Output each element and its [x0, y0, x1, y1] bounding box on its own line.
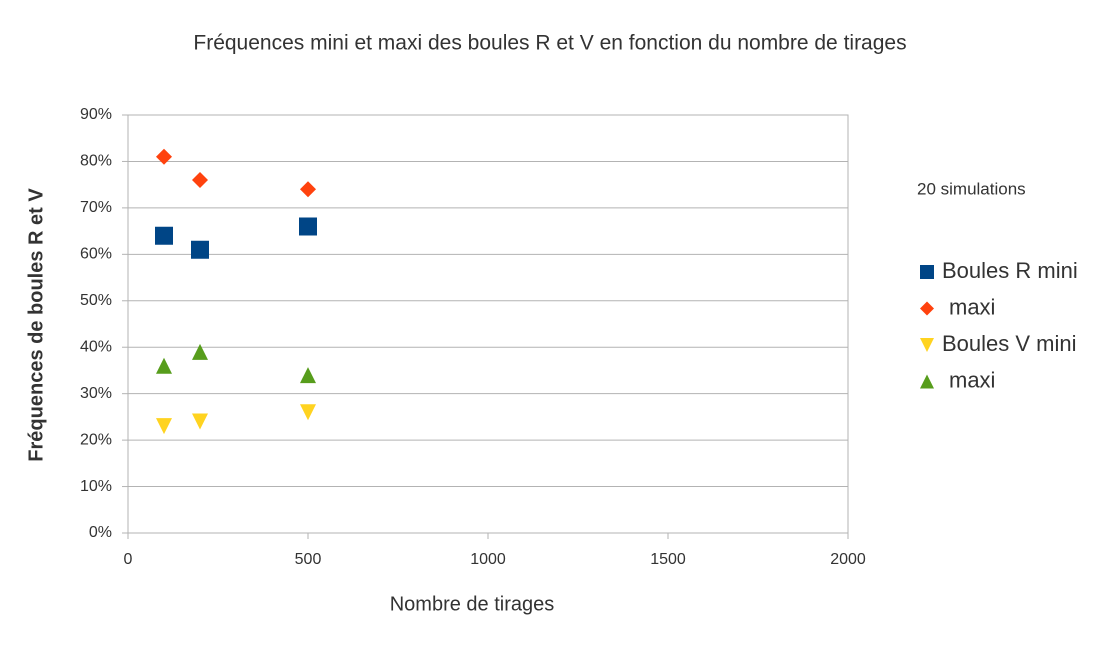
legend-marker	[920, 374, 934, 389]
legend-marker	[920, 301, 934, 316]
y-axis-label: Fréquences de boules R et V	[25, 188, 47, 462]
y-tick-label: 60%	[80, 246, 112, 263]
x-tick-label: 1000	[470, 551, 506, 568]
point	[192, 172, 208, 189]
y-tick-label: 80%	[80, 153, 112, 170]
point	[299, 217, 317, 236]
y-tick-label: 30%	[80, 385, 112, 402]
y-tick-label: 70%	[80, 199, 112, 216]
x-axis-label: Nombre de tirages	[390, 593, 555, 615]
point	[300, 367, 316, 384]
y-tick-label: 10%	[80, 478, 112, 495]
legend-marker	[920, 265, 934, 279]
plot-border	[127, 114, 849, 534]
legend-label: maxi	[949, 367, 995, 392]
y-tick-label: 20%	[80, 431, 112, 448]
y-tick-label: 40%	[80, 338, 112, 355]
y-tick-label: 90%	[80, 106, 112, 123]
y-tick-label: 50%	[80, 292, 112, 309]
point	[191, 240, 209, 259]
point	[155, 226, 173, 245]
point	[156, 148, 172, 165]
point	[300, 181, 316, 198]
chart-title: Fréquences mini et maxi des boules R et …	[193, 32, 906, 55]
y-tick-label: 0%	[89, 524, 112, 541]
legend-label: Boules V mini	[942, 331, 1077, 356]
x-tick-label: 500	[295, 551, 322, 568]
legend-marker	[920, 338, 934, 352]
point	[156, 357, 172, 374]
legend-label: Boules R mini	[942, 258, 1078, 283]
point	[192, 413, 208, 430]
x-tick-label: 2000	[830, 551, 866, 568]
legend-label: maxi	[949, 294, 995, 319]
x-tick-label: 0	[124, 551, 133, 568]
point	[300, 404, 316, 421]
point	[156, 418, 172, 435]
annotation: 20 simulations	[917, 179, 1026, 198]
point	[192, 343, 208, 360]
x-tick-label: 1500	[650, 551, 686, 568]
